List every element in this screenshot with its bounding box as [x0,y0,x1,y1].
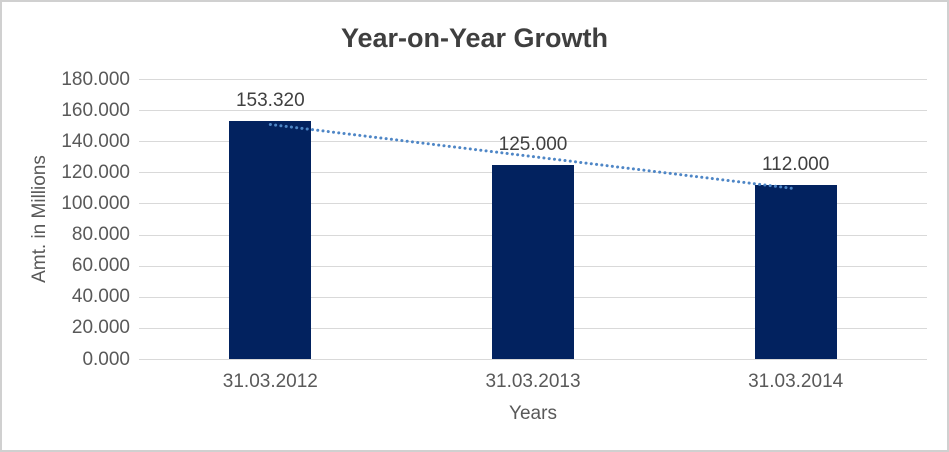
y-tick-label: 100.000 [61,192,130,214]
y-tick-label: 140.000 [61,130,130,152]
gridline [139,359,927,360]
bar [229,120,312,359]
bar [754,184,837,359]
gridline [139,110,927,111]
x-tick-label: 31.03.2012 [222,371,318,392]
chart-title: Year-on-Year Growth [340,23,609,53]
gridline [139,79,927,80]
x-tick-label: 31.03.2014 [748,371,844,392]
x-tick-label: 31.03.2013 [485,371,581,392]
y-tick-label: 20.000 [71,317,130,339]
bar [492,164,574,359]
y-tick-label: 40.000 [71,286,130,308]
y-tick-label: 80.000 [71,224,130,246]
bar-value-label: 112.000 [762,153,830,175]
y-tick-label: 120.000 [61,161,130,183]
y-tick-label: 160.000 [61,99,130,121]
bar-value-label: 153.320 [235,89,305,111]
x-axis-title: Years [509,403,557,424]
bar-value-label: 125.000 [498,133,568,155]
y-tick-label: 180.000 [61,68,130,90]
y-tick-label: 0.000 [82,348,130,370]
y-tick-label: 60.000 [71,255,130,277]
